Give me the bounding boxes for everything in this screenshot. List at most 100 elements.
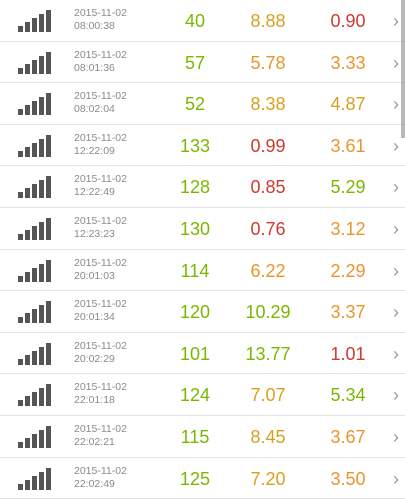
list-item[interactable]: 2015-11-02 12:22:09 133 0.99 3.61 › [0,124,405,167]
value-3: 0.90 [330,11,366,31]
value-1: 40 [184,11,206,31]
signal-bars-icon [18,301,52,324]
value-2: 8.45 [250,426,286,447]
value-3: 3.61 [330,135,366,156]
signal-bars-icon [18,134,52,157]
value-1: 57 [184,52,206,73]
date-text: 2015-11-02 [74,131,127,144]
timestamp: 2015-11-02 08:01:36 [74,49,127,75]
list-item[interactable]: 2015-11-02 22:01:18 124 7.07 5.34 › [0,374,405,416]
list-item[interactable]: 2015-11-02 08:01:36 57 5.78 3.33 › [0,41,405,84]
timestamp: 2015-11-02 22:02:21 [74,423,127,449]
chevron-right-icon[interactable]: › [393,11,399,31]
chevron-right-icon[interactable]: › [393,135,399,156]
chevron-right-icon[interactable]: › [393,52,399,73]
signal-bars-icon [18,259,52,282]
timestamp: 2015-11-02 08:02:04 [74,90,127,116]
signal-bars-icon [18,467,52,490]
value-1: 101 [179,343,211,364]
list-item[interactable]: 2015-11-02 20:02:29 101 13.77 1.01 › [0,332,405,375]
value-1: 115 [180,426,210,447]
value-2: 0.85 [250,177,286,198]
date-text: 2015-11-02 [74,381,127,394]
time-text: 20:01:34 [74,311,115,324]
date-text: 2015-11-02 [74,7,127,19]
timestamp: 2015-11-02 22:01:18 [74,381,127,407]
timestamp: 2015-11-02 20:01:03 [74,257,127,283]
list-item[interactable]: 2015-11-02 12:23:23 130 0.76 3.12 › [0,207,405,250]
timestamp: 2015-11-02 12:22:09 [74,132,127,158]
time-text: 22:02:21 [74,435,115,448]
date-text: 2015-11-02 [74,298,127,311]
list-item[interactable]: 2015-11-02 08:00:38 40 8.88 0.90 › [0,0,405,42]
chevron-right-icon[interactable]: › [393,468,399,489]
date-text: 2015-11-02 [74,256,127,269]
timestamp: 2015-11-02 08:00:38 [74,7,127,33]
value-2: 8.88 [250,11,286,31]
time-text: 22:01:18 [74,394,115,407]
chevron-right-icon[interactable]: › [393,177,399,198]
date-text: 2015-11-02 [74,214,127,227]
chevron-right-icon[interactable]: › [393,426,399,447]
value-3: 2.29 [330,260,366,281]
signal-bars-icon [18,176,52,199]
value-3: 3.67 [330,426,366,447]
date-text: 2015-11-02 [74,173,127,186]
timestamp: 2015-11-02 12:23:23 [74,215,127,241]
chevron-right-icon[interactable]: › [393,94,399,115]
value-3: 5.34 [330,385,366,406]
value-2: 7.20 [250,468,286,489]
value-1: 114 [180,260,210,281]
value-1: 125 [179,468,211,489]
chevron-right-icon[interactable]: › [393,302,399,323]
value-1: 133 [179,135,211,156]
value-3: 5.29 [330,177,366,198]
signal-bars-icon [18,384,52,407]
value-1: 130 [179,218,211,239]
time-text: 20:01:03 [74,269,115,282]
date-text: 2015-11-02 [74,90,127,103]
list-item[interactable]: 2015-11-02 12:22:49 128 0.85 5.29 › [0,166,405,208]
date-text: 2015-11-02 [74,464,127,477]
value-1: 52 [184,94,206,115]
value-1: 120 [179,302,211,323]
value-3: 3.33 [330,52,366,73]
signal-bars-icon [18,342,52,365]
date-text: 2015-11-02 [74,422,127,435]
value-3: 3.12 [330,218,366,239]
value-1: 124 [179,385,211,406]
list-item[interactable]: 2015-11-02 20:01:03 114 6.22 2.29 › [0,249,405,292]
chevron-right-icon[interactable]: › [393,343,399,364]
value-2: 5.78 [250,52,286,73]
timestamp: 2015-11-02 20:01:34 [74,298,127,324]
value-2: 10.29 [245,302,291,323]
signal-bars-icon [18,217,52,240]
signal-bars-icon [18,93,52,116]
value-1: 128 [179,177,211,198]
value-2: 0.76 [250,218,286,239]
value-3: 1.01 [330,343,366,364]
chevron-right-icon[interactable]: › [393,260,399,281]
time-text: 08:02:04 [74,103,115,116]
signal-bars-icon [18,10,52,32]
list-item[interactable]: 2015-11-02 08:02:04 52 8.38 4.87 › [0,83,405,125]
list-item[interactable]: 2015-11-02 22:02:21 115 8.45 3.67 › [0,415,405,458]
list-item[interactable]: 2015-11-02 20:01:34 120 10.29 3.37 › [0,291,405,333]
value-2: 0.99 [250,135,286,156]
date-text: 2015-11-02 [74,48,127,61]
list-item[interactable]: 2015-11-02 22:02:49 125 7.20 3.50 › [0,457,405,500]
time-text: 12:22:09 [74,144,115,157]
value-3: 3.37 [330,302,366,323]
chevron-right-icon[interactable]: › [393,218,399,239]
scrollbar[interactable] [401,0,405,138]
chevron-right-icon[interactable]: › [393,385,399,406]
timestamp: 2015-11-02 22:02:49 [74,465,127,491]
date-text: 2015-11-02 [74,339,127,352]
value-2: 8.38 [250,94,286,115]
time-text: 08:01:36 [74,61,115,74]
value-2: 7.07 [250,385,286,406]
timestamp: 2015-11-02 20:02:29 [74,340,127,366]
time-text: 12:22:49 [74,186,115,199]
time-text: 08:00:38 [74,20,115,32]
